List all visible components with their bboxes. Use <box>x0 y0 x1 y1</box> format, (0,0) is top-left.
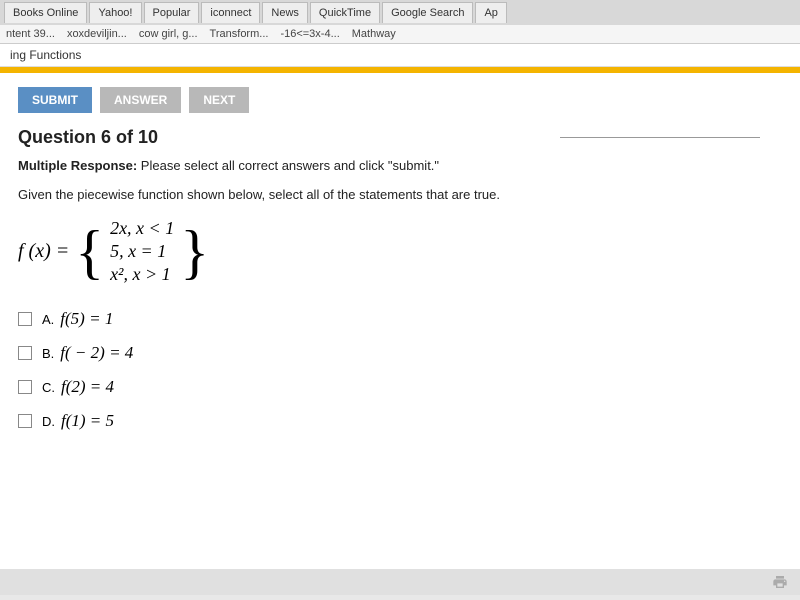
option-expr: f(5) = 1 <box>60 309 113 328</box>
bookmark-item[interactable]: -16<=3x-4... <box>280 28 339 40</box>
option-expr: f(2) = 4 <box>61 377 114 396</box>
option-expr: f( − 2) = 4 <box>60 343 133 362</box>
browser-tab[interactable]: Ap <box>475 2 506 23</box>
checkbox-d[interactable] <box>18 414 32 428</box>
option-d-label: D. f(1) = 5 <box>42 411 114 431</box>
answer-options: A. f(5) = 1 B. f( − 2) = 4 C. f(2) = 4 D. f(… <box>18 309 782 431</box>
function-lhs: f (x) = <box>18 240 69 263</box>
option-letter: C. <box>42 380 55 395</box>
next-button[interactable]: NEXT <box>189 87 249 113</box>
browser-tab[interactable]: Google Search <box>382 2 473 23</box>
instruction-text: Please select all correct answers and cl… <box>137 158 439 173</box>
answer-button[interactable]: ANSWER <box>100 87 181 113</box>
checkbox-a[interactable] <box>18 312 32 326</box>
function-piece: 5, x = 1 <box>110 241 174 262</box>
browser-tab[interactable]: Yahoo! <box>89 2 141 23</box>
browser-chrome: Books Online Yahoo! Popular iconnect New… <box>0 0 800 44</box>
browser-tab[interactable]: News <box>262 2 308 23</box>
browser-tab[interactable]: QuickTime <box>310 2 380 23</box>
bookmark-item[interactable]: Mathway <box>352 28 396 40</box>
left-brace: { <box>75 228 104 276</box>
page-title-bar: ing Functions <box>0 44 800 67</box>
browser-tab[interactable]: Popular <box>144 2 200 23</box>
browser-tab[interactable]: Books Online <box>4 2 87 23</box>
footer-bar <box>0 569 800 595</box>
checkbox-b[interactable] <box>18 346 32 360</box>
piecewise-function: f (x) = { 2x, x < 1 5, x = 1 x², x > 1 } <box>18 218 782 285</box>
page-title-text: ing Functions <box>10 48 81 62</box>
option-a-label: A. f(5) = 1 <box>42 309 113 329</box>
right-brace: } <box>180 228 209 276</box>
bookmark-item[interactable]: Transform... <box>210 28 269 40</box>
checkbox-c[interactable] <box>18 380 32 394</box>
instruction-label: Multiple Response: <box>18 158 137 173</box>
option-c: C. f(2) = 4 <box>18 377 782 397</box>
browser-tabs-row: Books Online Yahoo! Popular iconnect New… <box>0 0 800 25</box>
question-prompt: Given the piecewise function shown below… <box>18 187 538 202</box>
option-a: A. f(5) = 1 <box>18 309 782 329</box>
option-letter: A. <box>42 312 54 327</box>
bookmark-item[interactable]: xoxdeviljin... <box>67 28 127 40</box>
quiz-container: SUBMIT ANSWER NEXT Question 6 of 10 Mult… <box>0 73 800 445</box>
option-d: D. f(1) = 5 <box>18 411 782 431</box>
submit-button[interactable]: SUBMIT <box>18 87 92 113</box>
bookmark-item[interactable]: ntent 39... <box>6 28 55 40</box>
function-piece: x², x > 1 <box>110 264 174 285</box>
bookmark-item[interactable]: cow girl, g... <box>139 28 198 40</box>
quiz-button-row: SUBMIT ANSWER NEXT <box>18 87 782 113</box>
content-area: SUBMIT ANSWER NEXT Question 6 of 10 Mult… <box>0 67 800 595</box>
function-piece: 2x, x < 1 <box>110 218 174 239</box>
option-b-label: B. f( − 2) = 4 <box>42 343 133 363</box>
option-b: B. f( − 2) = 4 <box>18 343 782 363</box>
instructions: Multiple Response: Please select all cor… <box>18 158 782 173</box>
bookmarks-bar: ntent 39... xoxdeviljin... cow girl, g..… <box>0 25 800 43</box>
option-letter: D. <box>42 414 55 429</box>
option-c-label: C. f(2) = 4 <box>42 377 114 397</box>
option-letter: B. <box>42 346 54 361</box>
option-expr: f(1) = 5 <box>61 411 114 430</box>
print-icon[interactable] <box>772 574 788 590</box>
function-pieces: 2x, x < 1 5, x = 1 x², x > 1 <box>110 218 174 285</box>
browser-tab[interactable]: iconnect <box>201 2 260 23</box>
divider-line <box>560 137 760 138</box>
